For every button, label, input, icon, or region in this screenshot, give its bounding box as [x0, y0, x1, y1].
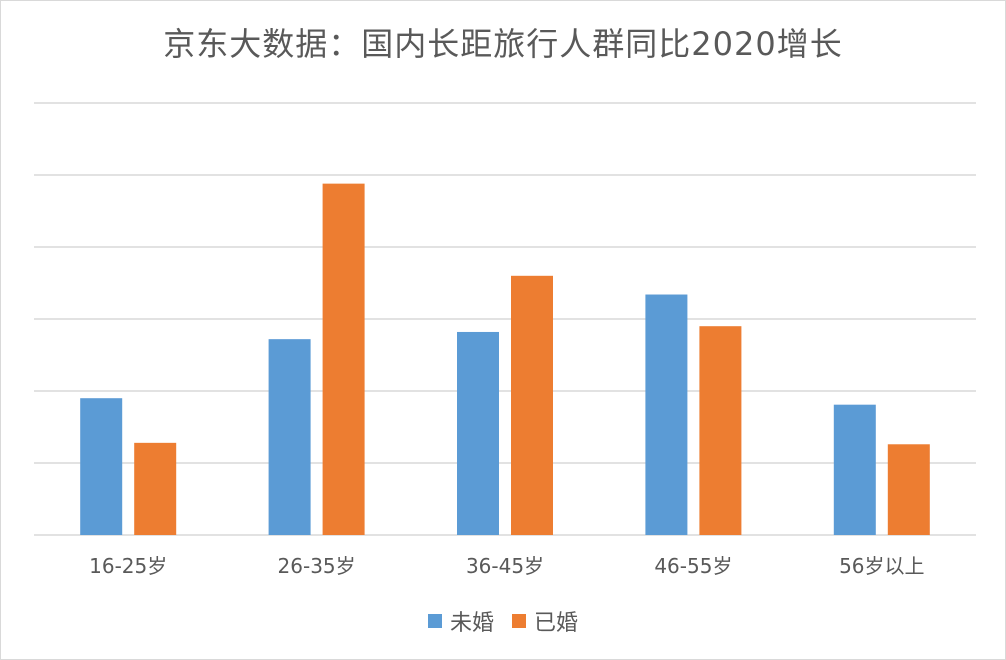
- bar-chart: 16-25岁 26-35岁 36-45岁 46-55岁 56岁以上: [34, 102, 976, 578]
- legend-item-series-1: 未婚: [427, 605, 494, 637]
- legend-label-series-1: 未婚: [449, 611, 494, 636]
- bar-series-2-26-35岁: [322, 183, 365, 535]
- bar-series-2-56岁以上: [887, 444, 930, 535]
- legend-swatch-series-1: [427, 614, 442, 628]
- x-tick-label: 46-55岁: [654, 554, 732, 578]
- bar-series-1-26-35岁: [268, 339, 311, 535]
- bar-series-1-36-45岁: [457, 331, 499, 535]
- gridlines: [34, 102, 976, 536]
- chart-title: 京东大数据：国内长距旅行人群同比2020增长: [163, 25, 843, 63]
- bar-series-1-46-55岁: [645, 294, 688, 535]
- x-tick-label: 56岁以上: [839, 554, 924, 578]
- x-tick-label: 26-35岁: [278, 554, 356, 578]
- x-tick-label: 36-45岁: [466, 554, 544, 578]
- bars: [80, 183, 930, 535]
- bar-series-2-46-55岁: [699, 326, 742, 535]
- legend: 未婚 已婚: [1, 605, 1005, 637]
- x-axis-tick-labels: 16-25岁 26-35岁 36-45岁 46-55岁 56岁以上: [89, 554, 924, 578]
- bar-series-1-56岁以上: [833, 404, 876, 535]
- bar-series-2-36-45岁: [511, 275, 553, 535]
- bar-series-1-16-25岁: [80, 398, 123, 535]
- legend-swatch-series-2: [512, 614, 526, 628]
- x-tick-label: 16-25岁: [89, 554, 167, 578]
- bar-series-2-16-25岁: [134, 442, 177, 535]
- legend-label-series-2: 已婚: [534, 611, 579, 636]
- legend-item-series-2: 已婚: [512, 605, 578, 637]
